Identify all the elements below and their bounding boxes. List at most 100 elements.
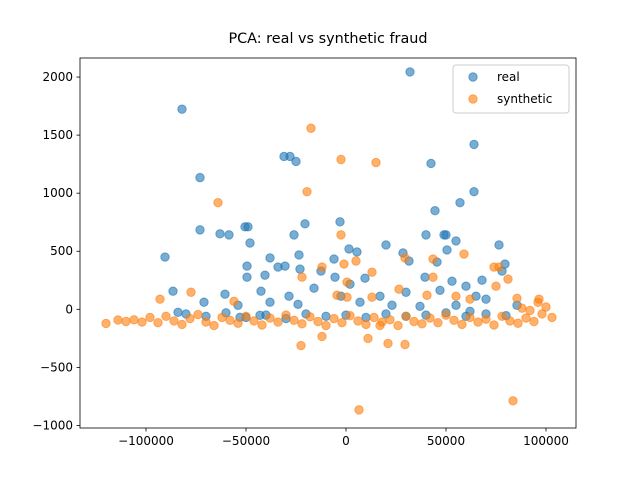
point	[409, 316, 419, 327]
point	[420, 272, 430, 282]
point	[455, 198, 465, 208]
point	[173, 307, 183, 318]
point	[415, 301, 425, 311]
point	[321, 320, 331, 331]
point	[428, 272, 438, 282]
point	[155, 294, 165, 304]
point	[441, 310, 451, 320]
point	[383, 338, 393, 349]
point	[101, 318, 111, 329]
point	[289, 315, 299, 326]
point	[229, 296, 239, 306]
point	[201, 317, 211, 327]
x-tick-label: 50000	[427, 434, 465, 448]
legend-box	[452, 64, 570, 114]
point	[361, 319, 371, 330]
point	[121, 316, 131, 327]
y-tick-label: −1000	[32, 418, 73, 432]
point	[265, 313, 275, 323]
point	[289, 230, 299, 240]
point	[435, 285, 445, 295]
point	[491, 281, 501, 291]
point	[160, 252, 170, 262]
point	[329, 254, 339, 264]
point	[113, 315, 123, 325]
point	[401, 311, 411, 321]
point	[242, 261, 252, 271]
point	[481, 294, 491, 304]
point	[465, 294, 475, 304]
point	[199, 297, 209, 307]
point	[220, 289, 230, 299]
point	[355, 297, 365, 307]
point	[297, 272, 307, 282]
y-tick-label: 1000	[42, 186, 73, 200]
point	[426, 158, 436, 169]
point	[317, 331, 327, 342]
point	[353, 316, 363, 326]
point	[225, 315, 235, 326]
point	[459, 249, 469, 259]
point	[497, 311, 507, 321]
y-tick-label: 0	[65, 302, 73, 316]
point	[547, 312, 557, 323]
point	[441, 230, 451, 240]
point	[541, 302, 551, 312]
point	[249, 316, 259, 326]
point	[169, 316, 179, 326]
point	[342, 277, 352, 287]
point	[494, 240, 504, 250]
point	[387, 300, 397, 310]
point	[243, 222, 253, 232]
point	[503, 274, 513, 284]
point	[442, 245, 452, 255]
point	[300, 219, 310, 229]
point	[537, 309, 547, 319]
point	[351, 256, 361, 266]
point	[265, 253, 275, 263]
point	[293, 299, 303, 310]
point	[295, 264, 305, 274]
point	[313, 316, 323, 327]
point	[257, 320, 267, 330]
point	[168, 286, 178, 296]
point	[284, 291, 294, 301]
point	[242, 272, 252, 282]
point	[177, 319, 187, 330]
point	[533, 297, 543, 308]
point	[217, 312, 227, 323]
point	[451, 300, 461, 310]
point	[161, 311, 171, 321]
point	[265, 297, 275, 307]
point	[517, 303, 527, 313]
point	[494, 262, 504, 272]
point	[400, 253, 410, 263]
point	[177, 104, 187, 114]
point	[369, 312, 379, 323]
point	[513, 318, 523, 328]
point	[451, 236, 461, 246]
point	[363, 333, 373, 344]
point	[525, 305, 535, 316]
point	[195, 172, 205, 183]
point	[215, 229, 225, 239]
point	[521, 313, 531, 323]
point	[430, 206, 440, 216]
point	[505, 316, 515, 326]
point	[330, 272, 340, 282]
point	[367, 267, 377, 277]
point	[457, 319, 467, 330]
point	[256, 286, 266, 296]
legend-label: real	[497, 70, 520, 84]
point	[489, 320, 499, 330]
point	[317, 262, 327, 272]
point	[417, 319, 427, 329]
point	[481, 314, 491, 324]
point	[352, 247, 362, 257]
point	[193, 309, 203, 320]
point	[336, 154, 346, 165]
point	[332, 290, 342, 300]
point	[433, 317, 443, 328]
axes-frame	[79, 57, 577, 429]
point	[461, 281, 471, 291]
